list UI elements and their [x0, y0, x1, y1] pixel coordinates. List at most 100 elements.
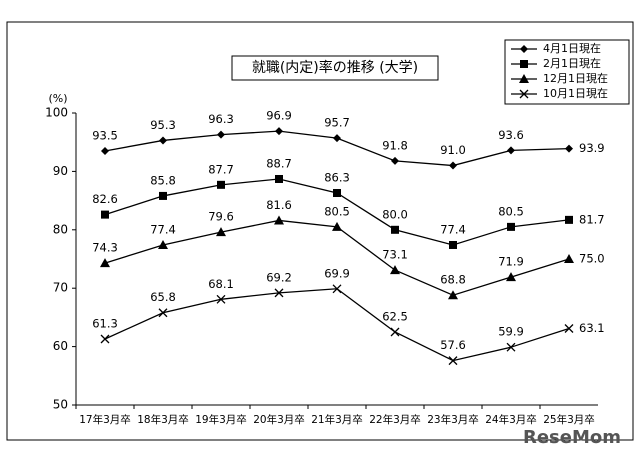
x-tick-label: 19年3月卒 — [195, 413, 247, 426]
data-label: 68.8 — [440, 273, 466, 287]
data-label: 95.7 — [324, 116, 350, 130]
data-point — [506, 342, 516, 352]
data-label: 93.9 — [579, 141, 605, 155]
x-tick-label: 22年3月卒 — [369, 413, 421, 426]
data-label: 59.9 — [498, 325, 524, 339]
data-label: 63.1 — [579, 321, 605, 335]
data-label: 85.8 — [150, 173, 176, 187]
data-point — [565, 215, 573, 224]
data-label: 86.3 — [324, 171, 350, 185]
data-point — [449, 161, 457, 170]
data-point — [217, 180, 225, 189]
data-point — [158, 308, 168, 318]
data-label: 93.6 — [498, 128, 524, 142]
data-point — [216, 227, 226, 237]
data-label: 74.3 — [92, 241, 118, 255]
data-label: 96.9 — [266, 109, 292, 123]
legend-marker — [519, 74, 529, 83]
data-label: 71.9 — [498, 255, 524, 269]
x-tick-label: 21年3月卒 — [311, 413, 363, 426]
data-label: 77.4 — [150, 222, 176, 236]
data-point — [101, 210, 109, 219]
data-label: 73.1 — [382, 248, 408, 262]
data-label: 62.5 — [382, 310, 408, 324]
data-point — [275, 127, 283, 136]
data-label: 81.6 — [266, 198, 292, 212]
data-label: 80.5 — [498, 204, 524, 218]
data-point — [100, 258, 110, 268]
data-label: 69.2 — [266, 270, 292, 284]
data-point — [448, 356, 458, 366]
y-tick-label: 60 — [53, 339, 68, 353]
data-point — [333, 134, 341, 143]
data-point — [448, 290, 458, 300]
data-label: 82.6 — [92, 192, 118, 206]
y-tick-label: 50 — [53, 398, 68, 412]
data-label: 93.5 — [92, 128, 118, 142]
data-point — [565, 144, 573, 153]
data-point — [507, 222, 515, 231]
data-label: 96.3 — [208, 112, 234, 126]
x-tick-label: 18年3月卒 — [137, 413, 189, 426]
data-point — [332, 284, 342, 294]
legend-marker — [519, 89, 529, 99]
x-tick-label: 25年3月卒 — [543, 413, 595, 426]
data-point — [506, 272, 516, 282]
data-point — [217, 130, 225, 139]
x-tick-label: 20年3月卒 — [253, 413, 305, 426]
legend-label: 2月1日現在 — [543, 57, 601, 70]
data-point — [100, 334, 110, 344]
legend-marker — [520, 45, 528, 53]
data-point — [159, 191, 167, 200]
legend-label: 12月1日現在 — [543, 72, 608, 85]
x-tick-label: 23年3月卒 — [427, 413, 479, 426]
watermark: ReseMom — [523, 427, 621, 448]
x-tick-label: 24年3月卒 — [485, 413, 537, 426]
data-point — [390, 265, 400, 275]
data-point — [332, 221, 342, 231]
data-point — [564, 254, 574, 263]
y-tick-label: 100 — [45, 106, 68, 120]
data-point — [274, 288, 284, 298]
data-label: 91.0 — [440, 143, 466, 157]
legend-label: 10月1日現在 — [543, 87, 608, 100]
data-label: 95.3 — [150, 118, 176, 132]
data-point — [391, 225, 399, 234]
data-point — [333, 189, 341, 198]
y-tick-label: 70 — [53, 281, 68, 295]
legend-marker — [520, 60, 528, 68]
data-point — [101, 146, 109, 155]
legend-label: 4月1日現在 — [543, 42, 601, 55]
data-point — [391, 156, 399, 165]
data-point — [274, 215, 284, 225]
data-label: 65.8 — [150, 290, 176, 304]
data-label: 87.7 — [208, 162, 234, 176]
data-label: 80.5 — [324, 204, 350, 218]
data-point — [390, 327, 400, 337]
data-label: 79.6 — [208, 210, 234, 224]
data-point — [159, 136, 167, 145]
y-axis-label: (%) — [48, 92, 67, 105]
data-label: 81.7 — [579, 212, 605, 226]
data-point — [449, 240, 457, 249]
data-point — [216, 294, 226, 304]
data-label: 77.4 — [440, 222, 466, 236]
data-label: 61.3 — [92, 317, 118, 331]
y-tick-label: 80 — [53, 222, 68, 236]
data-label: 88.7 — [266, 156, 292, 170]
data-point — [158, 239, 168, 249]
data-label: 75.0 — [579, 252, 605, 266]
data-point — [564, 324, 574, 333]
data-label: 57.6 — [440, 338, 466, 352]
y-tick-label: 90 — [53, 164, 68, 178]
title-box — [231, 55, 439, 81]
data-point — [275, 174, 283, 183]
x-tick-label: 17年3月卒 — [79, 413, 131, 426]
data-point — [507, 146, 515, 155]
data-label: 91.8 — [382, 138, 408, 152]
data-label: 69.9 — [324, 266, 350, 280]
chart-title: 就職(内定)率の推移 (大学) — [252, 59, 418, 76]
data-label: 68.1 — [208, 277, 234, 291]
data-label: 80.0 — [382, 207, 408, 221]
